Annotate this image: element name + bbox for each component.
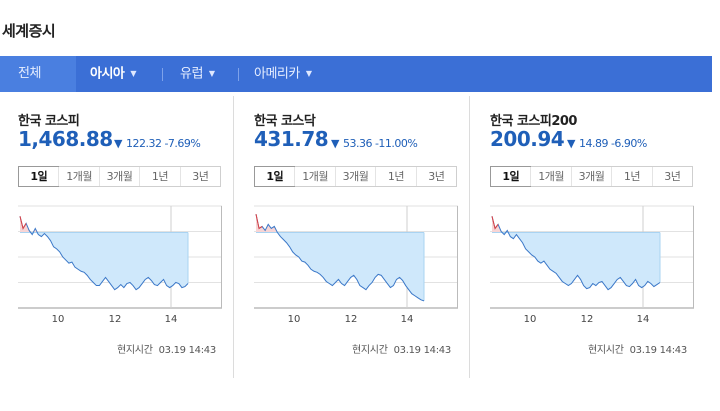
down-triangle-icon: ▼	[114, 137, 122, 150]
chart-area-above	[20, 216, 188, 233]
chart-area-below	[256, 232, 424, 301]
period-tab-3y[interactable]: 3년	[415, 167, 456, 186]
index-panel-kospi200[interactable]: 한국 코스피200 200.94 ▼ 14.89 -6.90% 1일 1개월 3개…	[472, 96, 706, 378]
tab-all-label: 전체	[18, 66, 41, 81]
period-tab-1m[interactable]: 1개월	[530, 167, 570, 186]
x-tick-label: 14	[637, 314, 650, 325]
chevron-down-icon: ▼	[130, 69, 137, 78]
chart-area-above	[492, 216, 660, 233]
index-panel-kosdaq[interactable]: 한국 코스닥 431.78 ▼ 53.36 -11.00% 1일 1개월 3개월 …	[236, 96, 470, 378]
tab-america-label: 아메리카	[254, 66, 300, 82]
period-tab-3m[interactable]: 3개월	[570, 167, 611, 186]
index-name: 한국 코스닥	[254, 114, 316, 129]
x-tick-label: 12	[581, 314, 594, 325]
price-line-up	[255, 214, 263, 230]
index-name: 한국 코스피	[18, 114, 80, 129]
price-line	[19, 216, 189, 291]
period-tab-1d[interactable]: 1일	[18, 166, 60, 187]
period-tab-3m[interactable]: 3개월	[334, 167, 375, 186]
chart-area-above	[256, 214, 424, 233]
chevron-down-icon: ▼	[305, 69, 312, 78]
period-tabs: 1일 1개월 3개월 1년 3년	[490, 166, 693, 187]
period-tab-1d[interactable]: 1일	[254, 166, 296, 187]
tab-divider	[238, 68, 239, 81]
period-tab-3y[interactable]: 3년	[179, 167, 220, 186]
tab-arrow-indicator	[64, 56, 76, 92]
tab-divider	[162, 68, 163, 81]
index-value: 431.78	[254, 127, 329, 151]
price-line-up	[491, 216, 499, 230]
period-tab-1y[interactable]: 1년	[139, 167, 179, 186]
tab-europe-label: 유럽	[180, 66, 203, 82]
local-time-value: 03.19 14:43	[393, 345, 452, 356]
index-name: 한국 코스피200	[490, 114, 577, 129]
chart-area-below	[20, 232, 188, 290]
local-time-label: 현지시간	[588, 345, 624, 356]
intraday-chart: 10 12 14	[254, 205, 458, 325]
local-time-value: 03.19 14:43	[158, 345, 217, 356]
index-value: 1,468.88	[18, 127, 113, 151]
local-time-value: 03.19 14:43	[629, 345, 688, 356]
index-change-text: 122.32 -7.69%	[125, 137, 201, 150]
x-tick-label: 14	[401, 314, 414, 325]
tab-all-background	[0, 56, 76, 92]
period-tab-3y[interactable]: 3년	[651, 167, 692, 186]
chevron-down-icon: ▼	[208, 69, 215, 78]
intraday-chart: 10 12 14	[18, 205, 222, 325]
local-time: 현지시간 03.19 14:43	[352, 341, 451, 356]
period-tabs: 1일 1개월 3개월 1년 3년	[254, 166, 457, 187]
intraday-chart: 10 12 14	[490, 205, 694, 325]
index-change: ▼ 14.89 -6.90%	[567, 137, 647, 150]
local-time-label: 현지시간	[117, 345, 153, 356]
index-panel-kospi[interactable]: 한국 코스피 1,468.88 ▼ 122.32 -7.69% 1일 1개월 3개…	[0, 96, 234, 378]
index-change: ▼ 53.36 -11.00%	[331, 137, 418, 150]
index-change-text: 14.89 -6.90%	[578, 137, 647, 150]
chart-area-below	[492, 232, 660, 290]
index-change: ▼ 122.32 -7.69%	[114, 137, 201, 150]
price-line	[491, 216, 661, 291]
price-line-up	[19, 216, 27, 230]
x-tick-label: 10	[288, 314, 301, 325]
x-tick-label: 12	[109, 314, 122, 325]
x-tick-label: 12	[345, 314, 358, 325]
region-tabbar: 전체 아시아 ▼ 유럽 ▼ 아메리카 ▼	[0, 56, 712, 92]
period-tab-1y[interactable]: 1년	[611, 167, 651, 186]
tab-europe[interactable]: 유럽 ▼	[180, 56, 215, 92]
x-tick-label: 10	[524, 314, 537, 325]
local-time-label: 현지시간	[352, 345, 388, 356]
period-tab-1y[interactable]: 1년	[375, 167, 415, 186]
local-time: 현지시간 03.19 14:43	[588, 341, 687, 356]
x-tick-label: 14	[165, 314, 178, 325]
period-tab-1d[interactable]: 1일	[490, 166, 532, 187]
local-time: 현지시간 03.19 14:43	[117, 341, 216, 356]
tab-asia[interactable]: 아시아 ▼	[90, 56, 137, 92]
x-tick-label: 10	[52, 314, 65, 325]
index-change-text: 53.36 -11.00%	[342, 137, 418, 150]
price-line	[255, 214, 425, 302]
tab-asia-label: 아시아	[90, 66, 125, 82]
index-value: 200.94	[490, 127, 565, 151]
period-tab-1m[interactable]: 1개월	[58, 167, 98, 186]
tab-america[interactable]: 아메리카 ▼	[254, 56, 312, 92]
tab-all[interactable]: 전체	[18, 56, 41, 92]
down-triangle-icon: ▼	[331, 137, 339, 150]
section-title: 세계증시	[2, 22, 56, 40]
period-tab-3m[interactable]: 3개월	[98, 167, 139, 186]
down-triangle-icon: ▼	[567, 137, 575, 150]
period-tabs: 1일 1개월 3개월 1년 3년	[18, 166, 221, 187]
period-tab-1m[interactable]: 1개월	[294, 167, 334, 186]
